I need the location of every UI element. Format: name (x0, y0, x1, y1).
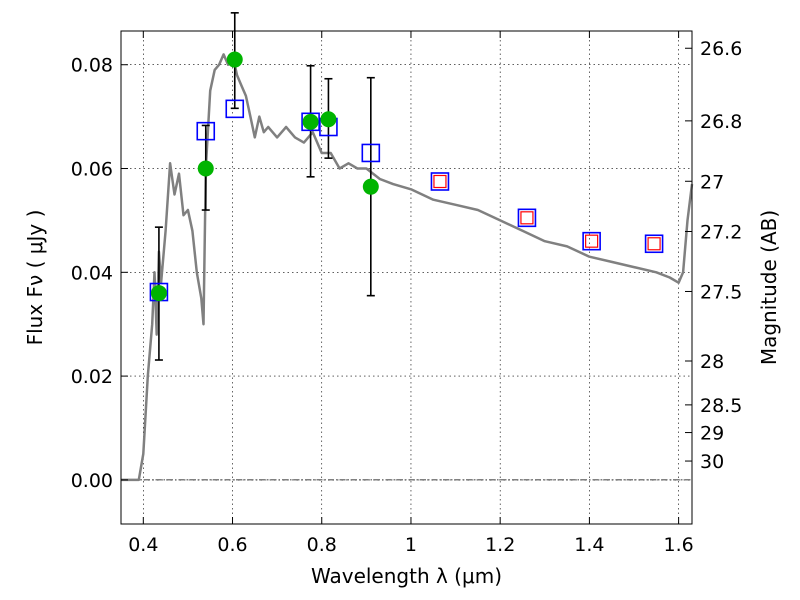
y-tick-label: 0.08 (71, 55, 113, 77)
observed-upper-square (433, 174, 447, 189)
x-tick-label: 0.4 (128, 534, 158, 556)
y-axis-ticks: 0.00 0.02 0.04 0.06 0.08 (71, 55, 128, 492)
plot-frame (120, 30, 693, 525)
right-tick-label: 28 (700, 351, 724, 373)
model-photometry-series (149, 99, 664, 302)
x-tick-label: 1.4 (574, 534, 604, 556)
right-tick-label: 26.8 (700, 111, 742, 133)
model-photometry-square (644, 234, 664, 254)
x-tick-label: 0.6 (217, 534, 247, 556)
observed-upper-square (585, 234, 599, 248)
right-tick-label: 30 (700, 451, 724, 473)
observed-photometry-point (302, 113, 319, 130)
model-photometry-square (582, 231, 601, 251)
x-axis-label: Wavelength λ (μm) (311, 564, 502, 588)
observed-photometry-series (150, 51, 379, 302)
model-sed-series (121, 53, 694, 482)
right-axis-ticks: 26.6 26.8 27 27.2 27.5 28 28.5 29 30 (685, 38, 742, 473)
x-tick-label: 1.6 (664, 534, 694, 556)
right-tick-label: 27.2 (700, 222, 742, 244)
model-photometry-square (361, 143, 381, 163)
x-axis-ticks: 0.4 0.6 0.8 1 1.2 1.4 1.6 (128, 31, 694, 556)
x-tick-label: 1.2 (485, 534, 515, 556)
observed-photometry-point (197, 160, 214, 177)
model-photometry-square (301, 112, 320, 132)
observed-photometry-point (150, 285, 167, 302)
y-tick-label: 0.02 (71, 366, 113, 388)
x-tick-label: 0.8 (307, 534, 337, 556)
observed-photometry-point (320, 111, 337, 128)
y-tick-label: 0.04 (71, 262, 113, 284)
model-photometry-square (430, 172, 450, 191)
right-tick-label: 27.5 (700, 281, 742, 303)
right-tick-label: 27 (700, 171, 724, 193)
x-tick-label: 1 (405, 534, 417, 556)
observed-photometry-point (226, 51, 243, 68)
observed-upper-square (647, 237, 661, 251)
model-photometry-square (517, 208, 537, 228)
right-axis-label: Magnitude (AB) (757, 210, 781, 365)
grid (121, 31, 692, 524)
y-tick-label: 0.06 (71, 159, 113, 181)
observed-upper-square (520, 211, 534, 225)
y-axis-label: Flux Fν ( μJy ) (23, 210, 47, 346)
observed-photometry-point (362, 178, 379, 195)
right-tick-label: 28.5 (700, 395, 742, 417)
right-tick-label: 26.6 (700, 38, 742, 60)
model-photometry-square (225, 99, 245, 119)
y-tick-label: 0.00 (71, 470, 113, 492)
model-sed-line (121, 53, 694, 482)
right-tick-label: 29 (700, 423, 724, 445)
model-photometry-square (196, 121, 216, 141)
